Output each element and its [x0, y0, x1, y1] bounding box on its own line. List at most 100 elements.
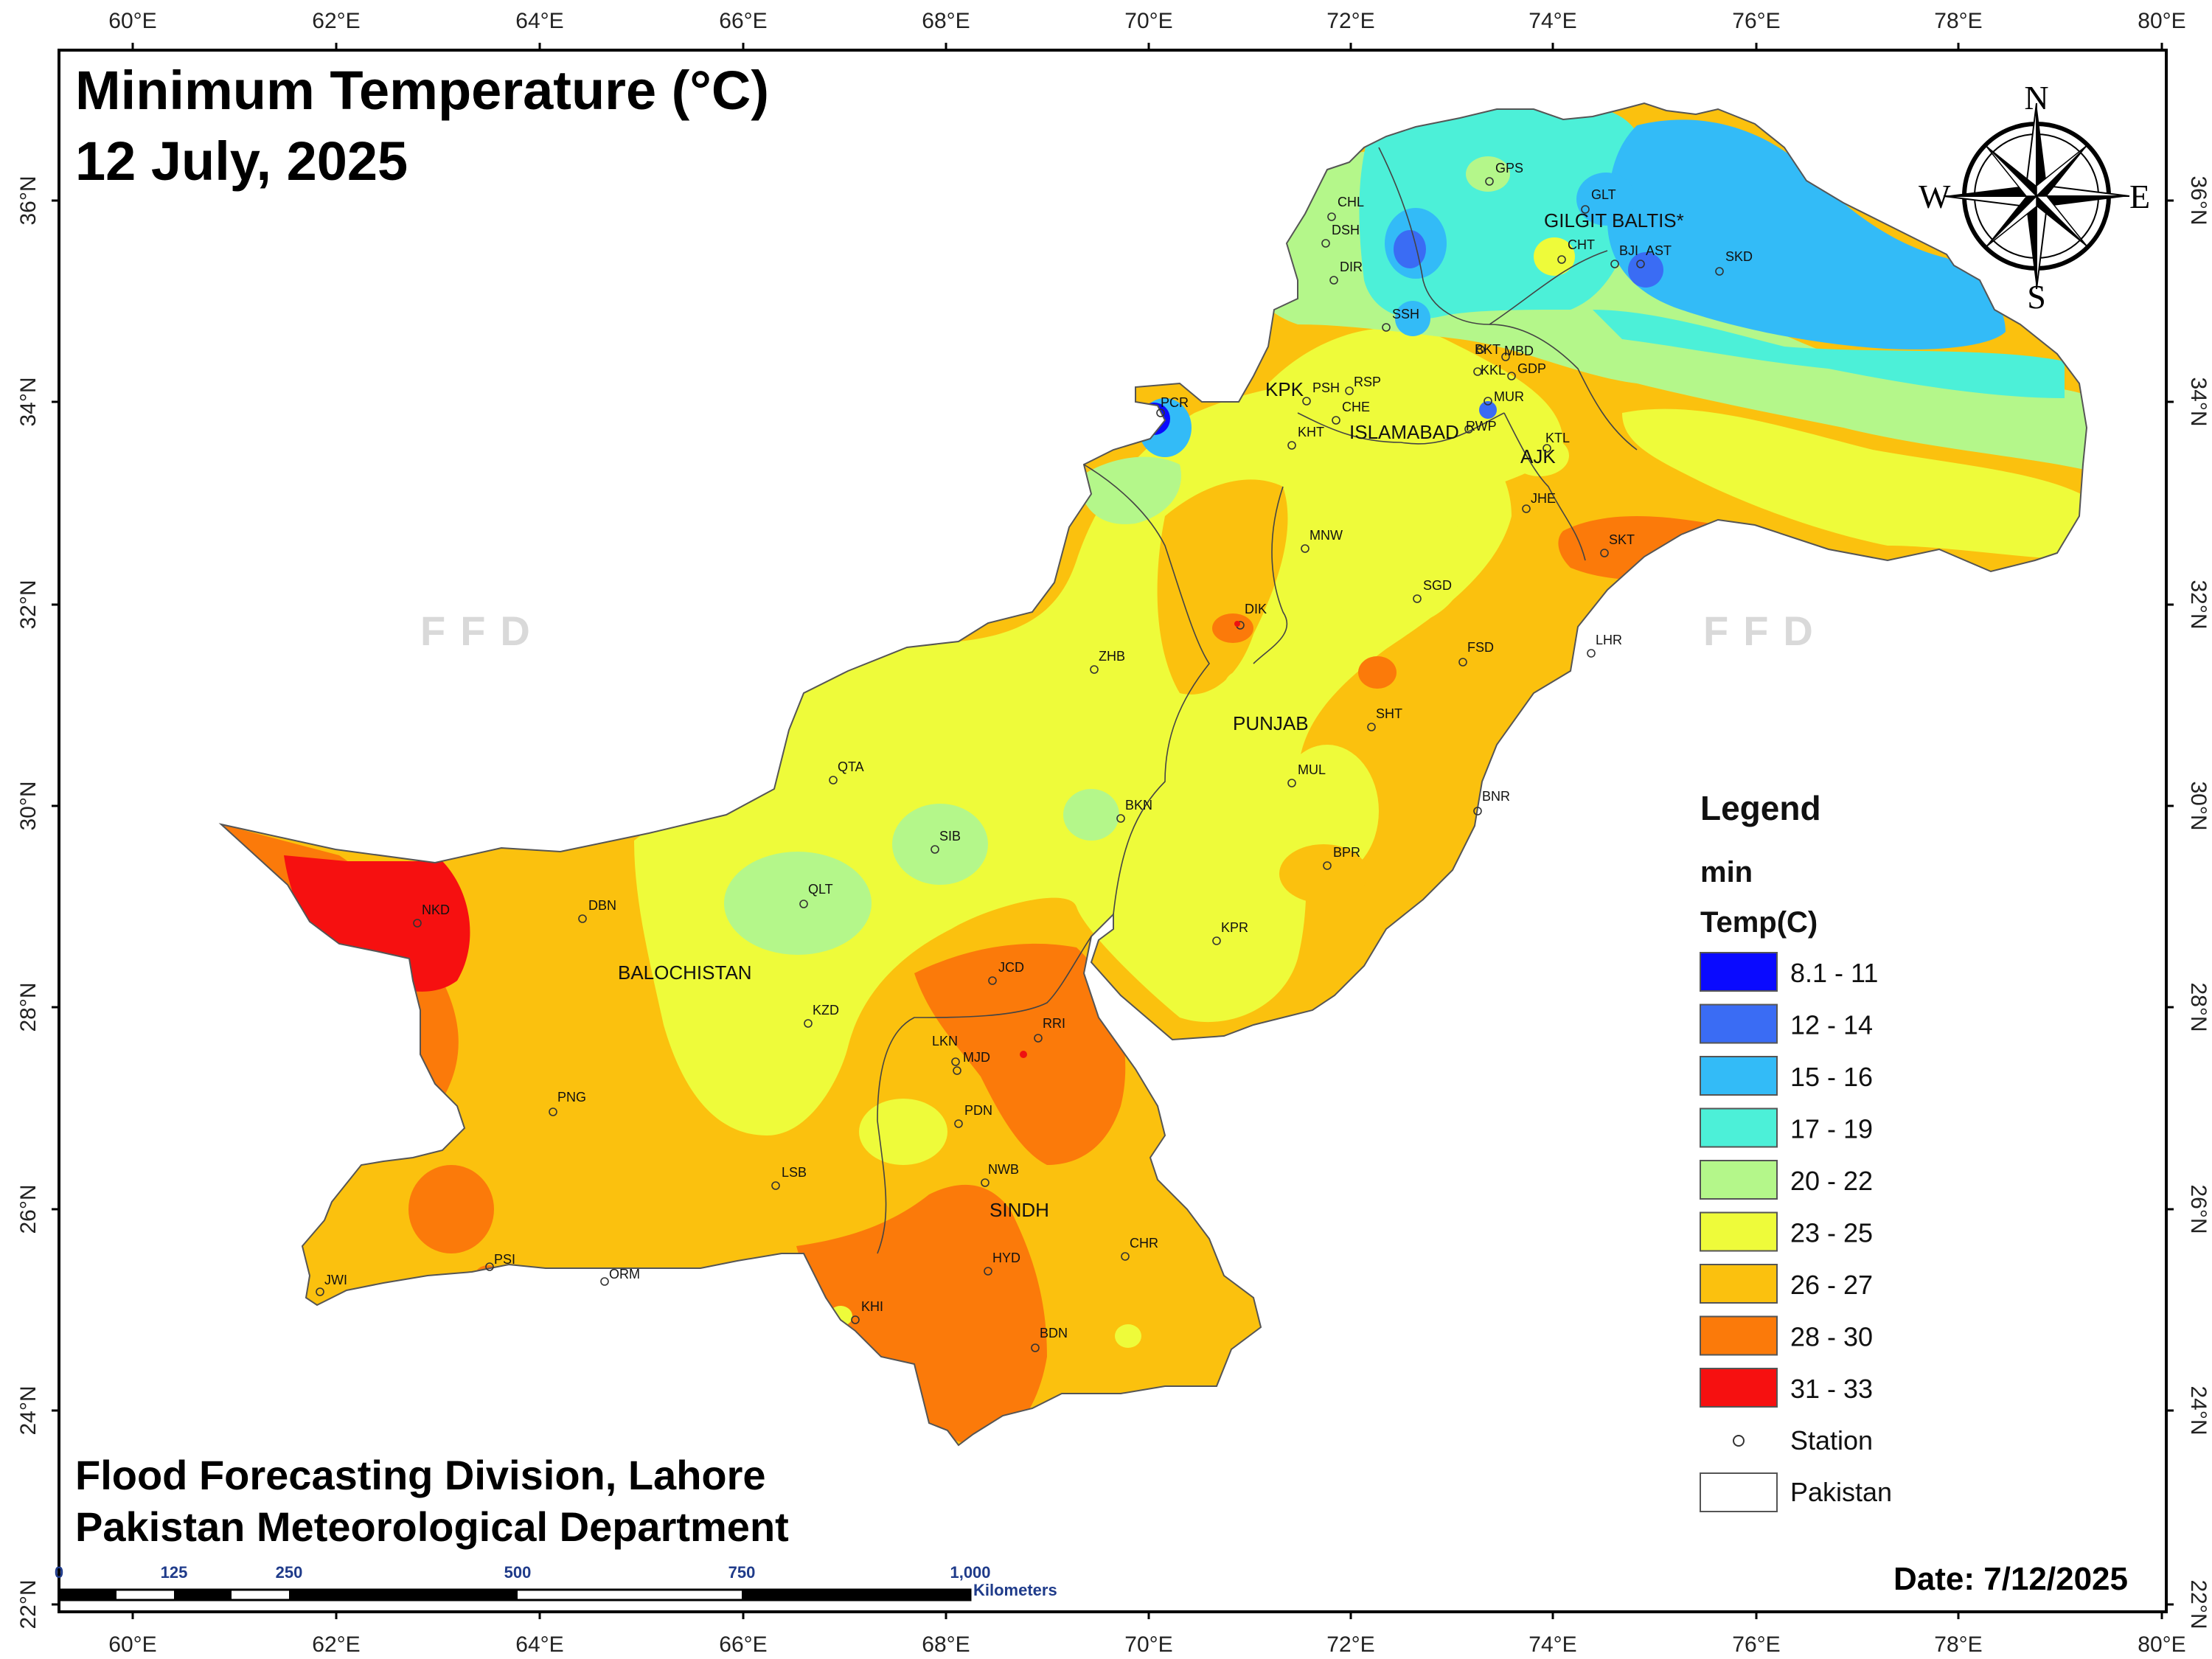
zone-23-25-pdn: [859, 1099, 947, 1165]
station-label: MUL: [1298, 762, 1326, 777]
lon-label-top: 76°E: [1732, 9, 1780, 33]
zone-12-14-mur: [1479, 401, 1497, 419]
compass-south: S: [2027, 278, 2046, 316]
station-label: MBD: [1504, 344, 1534, 358]
station-label: BDN: [1040, 1326, 1068, 1340]
hotspot-marker-dik: [1234, 621, 1240, 627]
legend-station-marker: [1733, 1435, 1745, 1447]
station-label: MNW: [1310, 528, 1343, 543]
hotspot-marker: [1020, 1051, 1027, 1058]
zone-20-22-sib: [892, 804, 988, 885]
lon-label-top: 74°E: [1528, 9, 1576, 33]
lon-label-top: 68°E: [922, 9, 970, 33]
station-label: RRI: [1043, 1016, 1065, 1031]
zone-23-25-ajk: [1510, 435, 1569, 476]
lat-label-right: 22°N: [2186, 1579, 2211, 1629]
zone-15-16-ssh: [1395, 301, 1430, 336]
station-label: GLT: [1591, 187, 1616, 202]
lat-label-right: 34°N: [2186, 377, 2211, 426]
lat-label-left: 30°N: [16, 781, 41, 830]
scale-label: 250: [276, 1563, 303, 1582]
zone-15-16: [1607, 119, 2006, 349]
lat-label-right: 28°N: [2186, 982, 2211, 1032]
station-label: LSB: [782, 1165, 807, 1180]
zone-23-25-east: [1622, 408, 2087, 560]
station-label: KHI: [861, 1299, 883, 1314]
legend-swatch: [1700, 1160, 1778, 1200]
latitude-axis: 36°N 34°N 32°N 30°N 28°N 26°N 24°N 22°N …: [16, 175, 2211, 1629]
station-label: KHT: [1298, 425, 1324, 439]
legend-swatch: [1700, 1315, 1778, 1356]
zone-23-25-mul: [1276, 745, 1379, 877]
legend-swatch: [1700, 1264, 1778, 1304]
lat-label-left: 34°N: [16, 377, 41, 426]
zone-12-14-b: [1628, 252, 1663, 288]
station-label: JHE: [1531, 491, 1556, 506]
lon-label-bottom: 62°E: [312, 1632, 360, 1657]
station-label: PDN: [964, 1103, 992, 1118]
zone-17-19-east: [1593, 310, 2065, 398]
legend-pakistan-label: Pakistan: [1790, 1477, 1892, 1507]
station-label: CHR: [1130, 1236, 1158, 1251]
legend-swatch-label: 15 - 16: [1790, 1062, 1873, 1092]
legend-swatch: [1700, 1368, 1778, 1408]
lat-label-right: 32°N: [2186, 580, 2211, 629]
station-label: SKT: [1609, 532, 1635, 547]
scale-bar: 0 125 250 500 750 1,000 Kilometers: [55, 1563, 1057, 1601]
lon-label-top: 78°E: [1934, 9, 1982, 33]
zone-28-30-coast: [408, 1165, 494, 1253]
station-label: PCR: [1161, 395, 1189, 410]
scale-label: 750: [728, 1563, 756, 1582]
station-label: KZD: [813, 1003, 839, 1018]
zone-20-22-pcr: [1077, 456, 1181, 524]
longitude-axis: 60°E 62°E 64°E 66°E 68°E 70°E 72°E 74°E …: [108, 9, 2185, 1657]
zone-28-30-dik: [1212, 613, 1253, 643]
zone-26-27-bpr: [1279, 844, 1368, 903]
station-label: PSH: [1312, 380, 1340, 395]
station-label: NKD: [422, 902, 450, 917]
legend-station-label: Station: [1790, 1425, 1873, 1455]
compass-east: E: [2129, 178, 2150, 215]
station-label: PSI: [494, 1252, 515, 1267]
map-date-label: Date: 7/12/2025: [1893, 1561, 2128, 1597]
lon-label-bottom: 64°E: [515, 1632, 563, 1657]
station-label: MJD: [963, 1050, 990, 1065]
station-label: LHR: [1596, 633, 1622, 647]
province-boundaries: [877, 147, 1638, 1254]
station-label: HYD: [992, 1251, 1020, 1265]
lon-label-top: 80°E: [2138, 9, 2185, 33]
station-label: AST: [1646, 243, 1672, 258]
region-label-sindh: SINDH: [990, 1199, 1049, 1221]
station-label: CHL: [1338, 195, 1364, 209]
legend-swatch-label: 23 - 25: [1790, 1218, 1873, 1248]
station-label: SHT: [1376, 706, 1402, 721]
watermark-right: FFD: [1703, 608, 1828, 654]
legend-swatch: [1700, 1056, 1778, 1096]
legend-swatch-label: 17 - 19: [1790, 1114, 1873, 1144]
legend-field: min: [1700, 856, 1753, 888]
legend-swatch-label: 31 - 33: [1790, 1374, 1873, 1404]
compass-west: W: [1919, 178, 1951, 215]
region-labels: BALOCHISTAN PUNJAB SINDH KPK ISLAMABAD A…: [618, 209, 1684, 1221]
legend-swatch: [1700, 1107, 1778, 1148]
zone-28-30-sindh-south: [796, 1184, 1047, 1445]
zone-20-22-gps: [1466, 156, 1510, 192]
lon-label-bottom: 74°E: [1528, 1632, 1576, 1657]
pakistan-outline: [218, 102, 2088, 1447]
lon-label-top: 62°E: [312, 9, 360, 33]
station-label: DIR: [1340, 260, 1363, 274]
station-label: MUR: [1494, 389, 1524, 404]
station-label: FSD: [1467, 640, 1494, 655]
legend-pakistan-swatch: [1700, 1472, 1778, 1512]
legend-swatch-label: 26 - 27: [1790, 1270, 1873, 1300]
station-label: BKT: [1475, 342, 1500, 357]
station-label: ZHB: [1099, 649, 1125, 664]
station-label: BKN: [1125, 798, 1152, 813]
station-labels: CHL DSH DIR GPS GLT CHT BJI AST SKD SSH …: [324, 161, 1753, 1340]
station-label: QLT: [808, 882, 833, 897]
scale-units: Kilometers: [973, 1581, 1057, 1599]
lon-label-bottom: 80°E: [2138, 1632, 2185, 1657]
legend-unit: Temp(C): [1700, 906, 1818, 939]
region-label-kpk: KPK: [1265, 378, 1304, 400]
station-label: BJI: [1619, 243, 1638, 258]
